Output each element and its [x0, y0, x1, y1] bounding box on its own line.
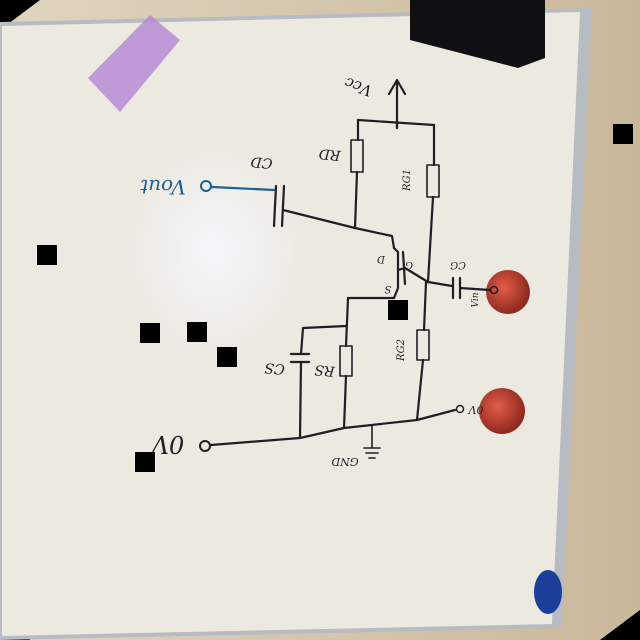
redaction-block: [217, 347, 237, 367]
label-cs: CS: [264, 359, 286, 377]
redaction-block: [135, 452, 155, 472]
label-cd: CD: [250, 153, 273, 171]
terminal-vin: [489, 285, 499, 295]
redaction-block: [613, 124, 633, 144]
label-rs: RS: [314, 361, 336, 379]
redaction-block: [37, 245, 57, 265]
label-source: S: [384, 283, 391, 294]
circuit-diagram: [199, 78, 499, 459]
label-gate: G: [405, 259, 413, 270]
terminal-vout: [200, 180, 212, 192]
redaction-blocks: [37, 124, 633, 472]
label-gnd: GND: [331, 455, 358, 468]
label-drain: D: [377, 253, 386, 264]
whiteboard-surface: [2, 12, 580, 636]
photo-corner: [600, 610, 640, 640]
light-glare: [125, 140, 305, 360]
label-rd: RD: [318, 145, 342, 163]
label-vout: Vout: [139, 175, 186, 199]
magnet-blue: [534, 570, 562, 614]
label-0v-right: 0V: [467, 403, 483, 416]
redaction-block: [388, 300, 408, 320]
terminal-0v-left: [199, 440, 211, 452]
terminal-0v-right: [455, 404, 465, 414]
magnet-red-bottom: [479, 388, 525, 434]
redaction-block: [187, 322, 207, 342]
eraser: [410, 0, 545, 68]
sticky-note: [88, 15, 180, 112]
label-rg1: RG1: [402, 169, 413, 192]
redaction-block: [140, 323, 160, 343]
magnet-red-top: [486, 270, 530, 314]
label-vin: Vin: [471, 292, 481, 307]
label-rg2: RG2: [396, 339, 407, 362]
label-cg: CG: [450, 259, 466, 270]
